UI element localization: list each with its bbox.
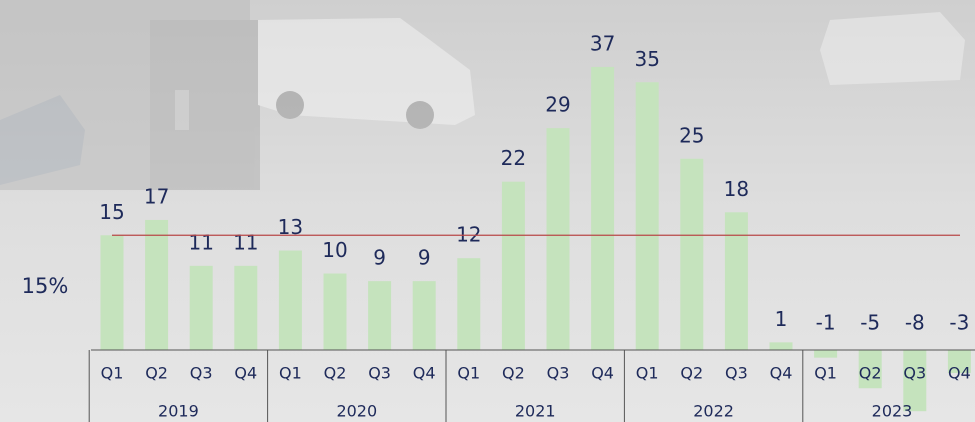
year-label: 2023 [872,402,913,421]
x-tick-label: Q4 [770,364,793,383]
x-tick-label: Q1 [636,364,659,383]
value-label: -5 [860,311,880,335]
value-label: 25 [679,123,704,147]
x-tick-label: Q4 [234,364,257,383]
page: {"chart_data": {"type": "bar", "categori… [0,0,975,422]
x-tick-label: Q2 [859,364,882,383]
bar [279,251,302,350]
value-label: 29 [545,93,570,117]
value-label: -1 [816,311,836,335]
value-label: 37 [590,31,615,55]
value-label: 35 [634,47,659,71]
x-tick-label: Q3 [725,364,748,383]
bar [190,266,213,350]
x-tick-label: Q2 [502,364,525,383]
x-tick-label: Q2 [680,364,703,383]
x-tick-label: Q3 [903,364,926,383]
chart: 15Q117Q211Q311Q413Q110Q29Q39Q412Q122Q229… [0,0,975,422]
value-label: 18 [724,177,749,201]
x-tick-label: Q1 [457,364,480,383]
value-label: 9 [373,246,386,270]
value-label: 22 [501,146,526,170]
bar [457,258,480,350]
value-label: 11 [233,230,258,254]
year-label: 2019 [158,402,199,421]
x-tick-label: Q3 [368,364,391,383]
value-label: -3 [949,311,969,335]
x-tick-label: Q4 [413,364,436,383]
bar [502,182,525,350]
x-tick-label: Q3 [190,364,213,383]
x-tick-label: Q2 [145,364,168,383]
x-tick-label: Q4 [948,364,971,383]
x-tick-label: Q1 [814,364,837,383]
bar [413,281,436,350]
value-label: -8 [905,311,925,335]
bar [591,67,614,350]
bar [547,128,570,350]
value-label: 1 [775,307,788,331]
year-label: 2022 [693,402,734,421]
x-tick-label: Q4 [591,364,614,383]
value-label: 9 [418,246,431,270]
bar [101,235,124,350]
x-tick-label: Q3 [547,364,570,383]
bar [368,281,391,350]
value-label: 17 [144,184,169,208]
bar [636,82,659,350]
bar [324,274,347,351]
bar [770,342,793,350]
bar [680,159,703,350]
bar [725,212,748,350]
value-label: 10 [322,238,347,262]
x-tick-label: Q1 [279,364,302,383]
year-label: 2021 [515,402,556,421]
value-label: 11 [188,230,213,254]
x-tick-label: Q2 [324,364,347,383]
value-label: 15 [99,200,124,224]
reference-label: 15% [22,274,69,298]
year-label: 2020 [336,402,377,421]
x-tick-label: Q1 [101,364,124,383]
bar [145,220,168,350]
bar [234,266,257,350]
bar [814,350,837,358]
